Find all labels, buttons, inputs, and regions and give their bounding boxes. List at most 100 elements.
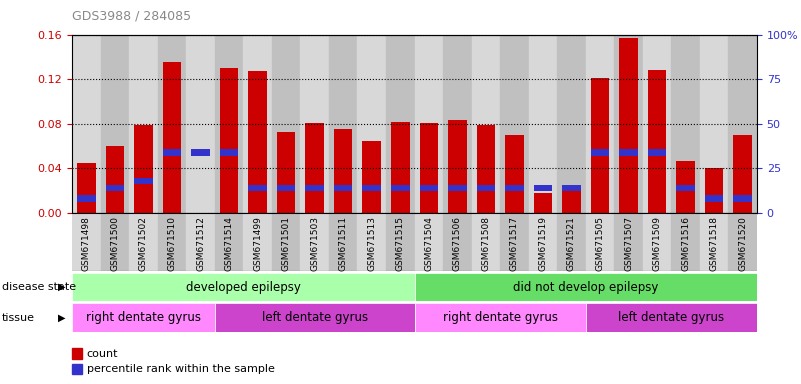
Bar: [186, 35, 215, 213]
Bar: [72, 303, 215, 332]
Bar: [648, 149, 666, 156]
Bar: [448, 121, 467, 213]
Bar: [106, 146, 124, 213]
Bar: [77, 195, 95, 202]
Bar: [586, 303, 757, 332]
Bar: [215, 213, 244, 271]
Bar: [477, 125, 495, 213]
Bar: [586, 35, 614, 213]
Text: ▶: ▶: [58, 282, 66, 292]
Text: count: count: [87, 349, 118, 359]
Bar: [158, 35, 186, 213]
Bar: [477, 185, 495, 192]
Bar: [642, 35, 671, 213]
Bar: [305, 123, 324, 213]
Text: GSM671512: GSM671512: [196, 216, 205, 271]
Bar: [734, 135, 752, 213]
Bar: [334, 185, 352, 192]
Text: GSM671510: GSM671510: [167, 216, 176, 271]
Bar: [158, 213, 186, 271]
Text: GSM671517: GSM671517: [510, 216, 519, 271]
Bar: [191, 149, 210, 156]
Text: right dentate gyrus: right dentate gyrus: [443, 311, 557, 324]
Text: GSM671508: GSM671508: [481, 216, 490, 271]
Bar: [272, 213, 300, 271]
Bar: [334, 129, 352, 213]
Text: GSM671498: GSM671498: [82, 216, 91, 271]
Text: GDS3988 / 284085: GDS3988 / 284085: [72, 10, 191, 23]
Bar: [614, 213, 642, 271]
Bar: [329, 213, 357, 271]
Text: GSM671503: GSM671503: [310, 216, 319, 271]
Bar: [448, 185, 467, 192]
Bar: [648, 70, 666, 213]
Text: GSM671509: GSM671509: [653, 216, 662, 271]
Text: left dentate gyrus: left dentate gyrus: [262, 311, 368, 324]
Bar: [472, 213, 500, 271]
Text: right dentate gyrus: right dentate gyrus: [86, 311, 201, 324]
Bar: [72, 273, 415, 301]
Bar: [533, 193, 552, 213]
Text: GSM671514: GSM671514: [224, 216, 234, 271]
Text: GSM671513: GSM671513: [367, 216, 376, 271]
Bar: [705, 195, 723, 202]
Bar: [642, 213, 671, 271]
Text: GSM671506: GSM671506: [453, 216, 462, 271]
Bar: [163, 63, 181, 213]
Bar: [505, 135, 524, 213]
Bar: [562, 189, 581, 213]
Text: GSM671499: GSM671499: [253, 216, 262, 271]
Bar: [101, 213, 129, 271]
Bar: [277, 185, 296, 192]
Bar: [391, 122, 409, 213]
Bar: [300, 35, 329, 213]
Text: GSM671519: GSM671519: [538, 216, 547, 271]
Bar: [671, 35, 700, 213]
Bar: [529, 35, 557, 213]
Text: GSM671511: GSM671511: [339, 216, 348, 271]
Bar: [129, 35, 158, 213]
Bar: [586, 213, 614, 271]
Bar: [101, 35, 129, 213]
Bar: [219, 68, 239, 213]
Text: GSM671520: GSM671520: [739, 216, 747, 271]
Text: ▶: ▶: [58, 313, 66, 323]
Text: tissue: tissue: [2, 313, 34, 323]
Bar: [415, 213, 443, 271]
Bar: [614, 35, 642, 213]
Bar: [134, 125, 153, 213]
Bar: [362, 185, 381, 192]
Bar: [77, 163, 95, 213]
Bar: [129, 213, 158, 271]
Bar: [215, 35, 244, 213]
Bar: [505, 185, 524, 192]
Bar: [186, 213, 215, 271]
Bar: [700, 213, 728, 271]
Bar: [219, 149, 239, 156]
Bar: [443, 35, 472, 213]
Text: GSM671505: GSM671505: [595, 216, 605, 271]
Bar: [420, 123, 438, 213]
Text: left dentate gyrus: left dentate gyrus: [618, 311, 724, 324]
Bar: [415, 273, 757, 301]
Bar: [562, 185, 581, 192]
Bar: [557, 213, 586, 271]
Bar: [500, 35, 529, 213]
Bar: [72, 213, 101, 271]
Bar: [557, 35, 586, 213]
Bar: [420, 185, 438, 192]
Bar: [700, 35, 728, 213]
Bar: [391, 185, 409, 192]
Bar: [443, 213, 472, 271]
Bar: [305, 185, 324, 192]
Bar: [590, 149, 610, 156]
Bar: [386, 35, 414, 213]
Text: did not develop epilepsy: did not develop epilepsy: [513, 281, 658, 293]
Bar: [106, 185, 124, 192]
Bar: [244, 35, 272, 213]
Text: developed epilepsy: developed epilepsy: [186, 281, 300, 293]
Bar: [72, 35, 101, 213]
Bar: [357, 35, 386, 213]
Bar: [676, 185, 695, 192]
Bar: [728, 35, 757, 213]
